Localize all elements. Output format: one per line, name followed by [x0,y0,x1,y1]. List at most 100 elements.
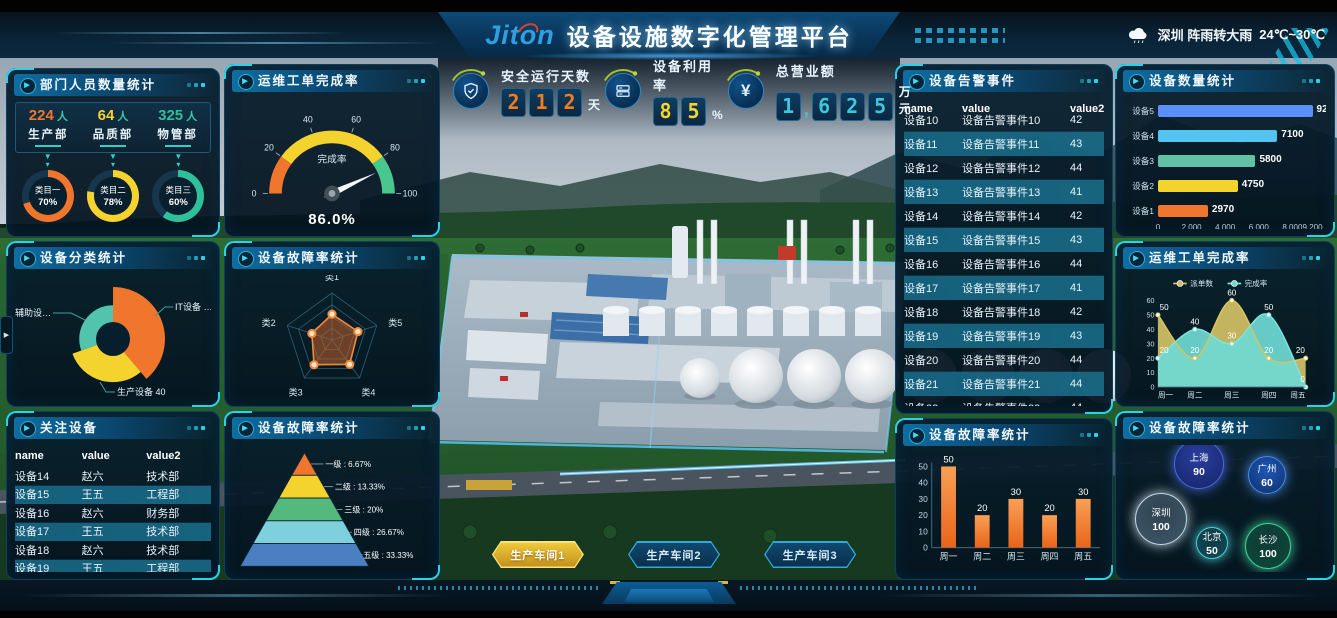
pyramid-level [277,474,332,499]
kpi-unit: % [712,108,723,122]
table-cell: 王五 [81,526,104,539]
panel-collapse-tab[interactable]: ▶ [0,315,13,354]
x-tick-label: 2,000 [1181,223,1202,229]
city-bubble[interactable]: 上海 90 [1174,445,1224,489]
table-row[interactable]: 设备13 设备告警事件13 41 [904,180,1104,204]
city-bubble[interactable]: 广州 60 [1248,456,1286,494]
bar [941,466,956,548]
donut-gauge: 类目二 78% [86,170,139,222]
table-row[interactable]: 设备16 赵六 财务部 [15,504,211,523]
header-deco-squares [915,28,1005,33]
title-dots [1299,79,1320,83]
dept-stat-label: 物管部 [157,129,198,141]
logo-part: n [537,19,555,50]
kpi-digit: 5 [681,97,707,126]
panel-title: ▶ 部门人员数量统计 [14,74,212,96]
table-row[interactable]: 设备20 设备告警事件20 44 [904,348,1104,372]
table-row[interactable]: 设备17 王五 技术部 [15,522,211,541]
table-row[interactable]: 设备14 赵六 技术部 [15,467,211,486]
hbar-value-label: 2970 [1211,203,1235,215]
table-row[interactable]: 设备16 设备告警事件16 44 [904,252,1104,276]
table-row[interactable]: 设备19 王五 工程部 [15,559,211,572]
equipment-icon [616,85,630,97]
table-row[interactable]: 设备12 设备告警事件12 44 [904,156,1104,180]
bar-value-label: 20 [1044,502,1054,513]
table-row[interactable]: 设备15 设备告警事件15 43 [904,228,1104,252]
table-cell: 王五 [81,563,104,572]
play-icon: ▶ [1129,251,1145,267]
workshop-button[interactable]: 生产车间1 [493,543,582,567]
workshop-button[interactable]: 生产车间3 [766,543,855,567]
stat-number: 64 [97,107,115,124]
title-banner: Jiton 设备设施数字化管理平台 [438,12,900,58]
panel-failure-bars: ▶ 设备故障率统计 0 10 20 30 40 50 50 周一 20 周二 30 周三 20 周四 30 周五 [895,418,1113,580]
pyramid-level [265,497,344,522]
column-header: value [962,103,991,115]
y-tick-label: 50 [918,461,928,471]
dept-stat: 224 人生产部 [16,107,80,147]
panel-title: ▶ 设备故障率统计 [903,424,1105,446]
panel-title: ▶ 设备告警事件 [903,70,1105,92]
table-row[interactable]: 设备18 赵六 技术部 [15,541,211,560]
panel-title: ▶ 运维工单完成率 [232,70,432,92]
bubble-city-label: 长沙 [1258,535,1278,546]
ring-dot [480,71,486,76]
kpi-digit: 2 [839,92,865,121]
panel-dept-personnel: ▶ 部门人员数量统计 224 人生产部 64 人品质部 325 人物管部 ▼ ▾ ▼ ▾ ▼ ▾ 类目一 7… [6,68,220,237]
table-row[interactable]: 设备18 设备告警事件18 42 [904,300,1104,324]
table-cell: 设备告警事件18 [962,306,1041,319]
workshop-button[interactable]: 生产车间2 [629,543,718,567]
stat-unit: 人 [56,111,68,123]
title-dots [404,256,425,260]
kpi-digits: 8 5% [653,97,723,126]
gauge-hub-center [328,190,336,197]
table-cell: 44 [1070,353,1083,366]
table-row[interactable]: 设备14 设备告警事件14 42 [904,204,1104,228]
table-cell: 设备告警事件19 [962,330,1041,343]
radar-svg: 类1 类2 类3 类4 类5 [262,275,403,397]
bar [1042,515,1057,548]
data-dot [1266,312,1272,318]
legend-label: 派单数 [1190,278,1213,288]
gauge-center-label: 完成率 [317,152,346,165]
donut-percent: 78% [103,197,123,208]
table-row[interactable]: 设备19 设备告警事件19 43 [904,324,1104,348]
table-cell: 设备16 [904,258,939,271]
table-row[interactable]: 设备15 王五 工程部 [15,485,211,504]
ring-dot [632,71,638,76]
title-dots [404,79,425,83]
city-bubble[interactable]: 长沙 100 [1245,523,1291,569]
bottom-corner-accent [718,581,728,584]
table-row[interactable]: 设备22设备告警事件2244 [904,396,1104,407]
bottom-ticks [740,586,980,590]
stat-underline [99,145,126,147]
bubble-value: 100 [1259,548,1277,560]
table-row[interactable]: 设备10 设备告警事件10 42 [904,108,1104,132]
table-row[interactable]: 设备21 设备告警事件21 44 [904,372,1104,396]
dept-arrows: ▼ ▾ ▼ ▾ ▼ ▾ [15,153,211,169]
weather-widget[interactable]: 深圳 阵雨转大雨 24℃~30℃ [1127,25,1325,44]
tank-row [603,306,881,336]
hbar-value-label: 7100 [1281,128,1304,140]
table-cell: 设备告警事件12 [962,162,1041,175]
pyramid-label: 四级 : 26.67% [354,527,404,537]
city-bubble[interactable]: 深圳 100 [1135,493,1187,545]
gauge-tick [351,127,354,133]
city-bubble[interactable]: 北京 50 [1196,527,1228,559]
rose-segment [72,339,141,383]
table-cell: 设备19 [15,563,50,572]
table-row[interactable]: 设备17 设备告警事件17 41 [904,276,1104,300]
hbar-track: 9200 [1158,104,1326,117]
donut-text: 类目二 78% [87,170,139,222]
server-top [616,85,630,91]
panel-failure-radar: ▶ 设备故障率统计 类1 类2 类3 类4 类5 [224,241,440,407]
leader-line [53,312,86,321]
y-tick-label: 40 [1146,325,1154,334]
panel-title-text: 设备数量统计 [1149,74,1237,88]
table-row[interactable]: 设备11 设备告警事件11 43 [904,132,1104,156]
pyramid-label: 一级 : 6.67% [325,459,371,469]
bottom-streak [880,594,1320,597]
y-tick-label: 30 [918,494,928,504]
yen-icon: ¥ [727,73,764,109]
